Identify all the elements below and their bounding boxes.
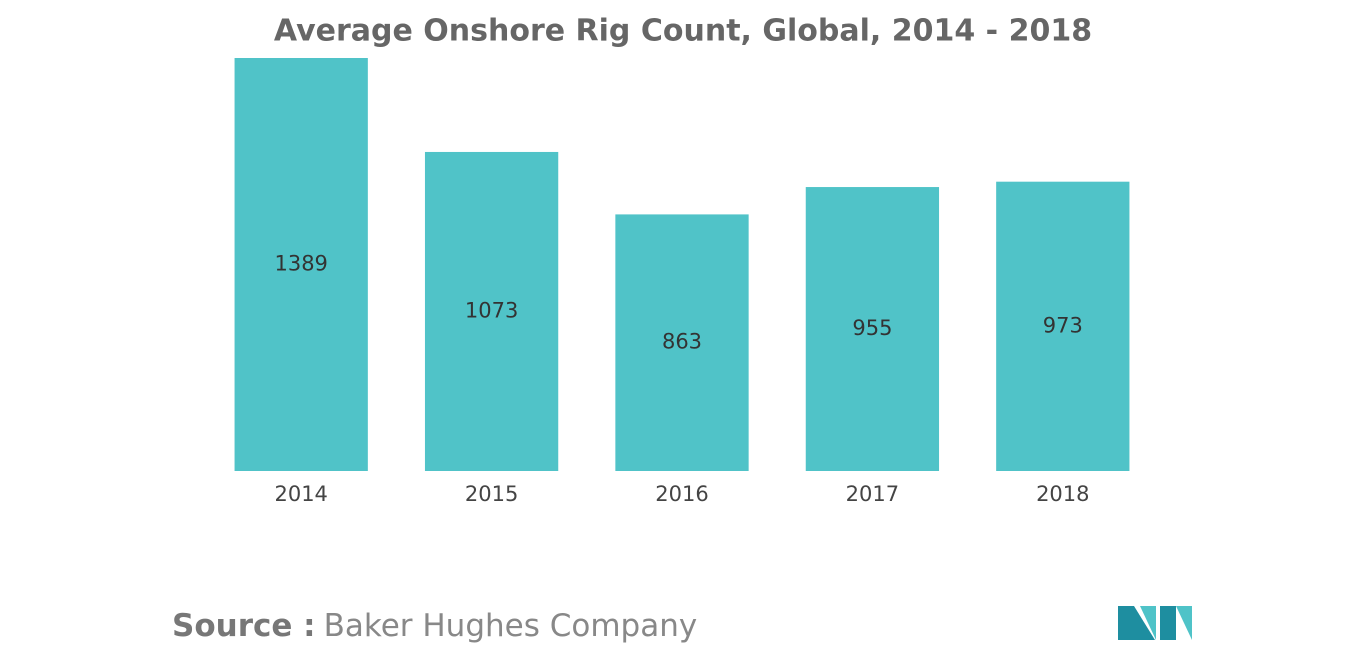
value-label: 1389 bbox=[274, 252, 327, 276]
x-tick-label: 2018 bbox=[1036, 482, 1089, 506]
x-tick-label: 2014 bbox=[274, 482, 327, 506]
value-label: 955 bbox=[852, 316, 892, 340]
x-tick-label: 2015 bbox=[465, 482, 518, 506]
x-tick-label: 2016 bbox=[655, 482, 708, 506]
source-label: Source : bbox=[172, 608, 316, 644]
source: Source : Baker Hughes Company bbox=[172, 608, 697, 644]
bar bbox=[996, 181, 1130, 471]
bar bbox=[615, 214, 749, 471]
logo bbox=[1118, 606, 1192, 640]
value-label: 973 bbox=[1043, 313, 1083, 337]
x-tick-label: 2017 bbox=[846, 482, 899, 506]
value-label: 863 bbox=[662, 330, 702, 354]
bar bbox=[424, 151, 559, 471]
chart-title: Average Onshore Rig Count, Global, 2014 … bbox=[274, 14, 1092, 49]
bar bbox=[234, 58, 368, 471]
bar bbox=[805, 187, 940, 471]
value-label: 1073 bbox=[465, 298, 518, 322]
source-text: Baker Hughes Company bbox=[324, 608, 698, 644]
